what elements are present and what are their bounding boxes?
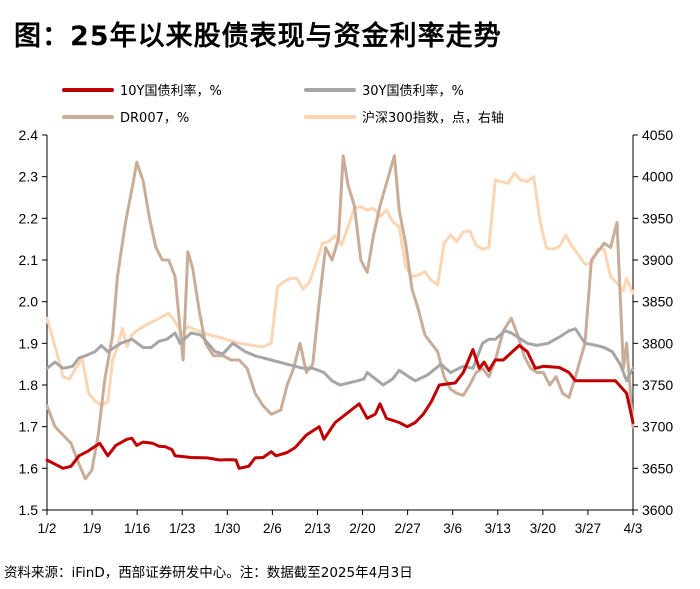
y-left-tick-label: 2.4 xyxy=(19,127,39,143)
legend-item-30y: 30Y国债利率，% xyxy=(304,80,464,99)
x-tick-label: 3/27 xyxy=(575,521,601,536)
legend-item-dr007: DR007，% xyxy=(62,107,189,126)
legend-label-dr007: DR007，% xyxy=(120,111,190,126)
legend-label-csi300: 沪深300指数，点，右轴 xyxy=(362,111,504,126)
y-right-tick-label: 3700 xyxy=(642,419,673,435)
legend-item-csi300: 沪深300指数，点，右轴 xyxy=(304,107,504,126)
chart-title: 图：25年以来股债表现与资金利率走势 xyxy=(14,21,502,52)
legend-swatch-csi300 xyxy=(304,114,356,119)
y-right-tick-label: 4050 xyxy=(642,127,673,143)
y-left-tick-label: 2.0 xyxy=(19,294,39,310)
x-tick-label: 1/2 xyxy=(38,521,57,536)
y-left-tick-label: 1.9 xyxy=(19,335,39,351)
x-tick-label: 3/13 xyxy=(485,521,511,536)
y-right-tick-label: 3900 xyxy=(642,252,673,268)
x-tick-label: 3/20 xyxy=(530,521,556,536)
legend-swatch-dr007 xyxy=(62,114,114,119)
legend-label-10y: 10Y国债利率，% xyxy=(120,84,222,99)
y-left-tick-label: 2.1 xyxy=(19,252,39,268)
y-right-tick-label: 4000 xyxy=(642,169,673,185)
y-right-tick-label: 3800 xyxy=(642,335,673,351)
source-note: 资料来源：iFinD，西部证券研发中心。注：数据截至2025年4月3日 xyxy=(4,565,413,581)
y-left-tick-label: 2.2 xyxy=(19,210,39,226)
y-left-tick-label: 1.7 xyxy=(19,419,39,435)
series-line-3 xyxy=(45,171,635,408)
legend-item-10y: 10Y国债利率，% xyxy=(62,80,222,99)
x-tick-label: 1/16 xyxy=(124,521,150,536)
legend-swatch-10y xyxy=(62,87,114,92)
y-left-tick-label: 2.3 xyxy=(19,169,39,185)
y-right-tick-label: 3600 xyxy=(642,502,673,518)
y-right-tick-label: 3850 xyxy=(642,294,673,310)
x-tick-label: 3/6 xyxy=(443,521,462,536)
series-line-0 xyxy=(45,343,635,470)
x-tick-label: 2/27 xyxy=(394,521,420,536)
y-right-tick-label: 3750 xyxy=(642,377,673,393)
x-tick-label: 1/23 xyxy=(169,521,195,536)
x-tick-label: 1/9 xyxy=(83,521,102,536)
x-tick-label: 2/6 xyxy=(263,521,282,536)
x-tick-label: 2/20 xyxy=(349,521,375,536)
y-left-tick-label: 1.6 xyxy=(19,460,39,476)
series-line-2 xyxy=(45,154,635,481)
y-right-tick-label: 3650 xyxy=(642,460,673,476)
legend: 10Y国债利率，% 30Y国债利率，% DR007，% 沪深300指数，点，右轴 xyxy=(62,80,582,130)
legend-label-30y: 30Y国债利率，% xyxy=(362,84,464,99)
x-tick-label: 4/3 xyxy=(624,521,643,536)
y-right-tick-label: 3950 xyxy=(642,210,673,226)
y-left-tick-label: 1.8 xyxy=(19,377,39,393)
y-left-tick-label: 1.5 xyxy=(19,502,39,518)
series-line-1 xyxy=(45,327,635,387)
legend-swatch-30y xyxy=(304,87,356,92)
x-tick-label: 2/13 xyxy=(304,521,330,536)
x-tick-label: 1/30 xyxy=(214,521,240,536)
